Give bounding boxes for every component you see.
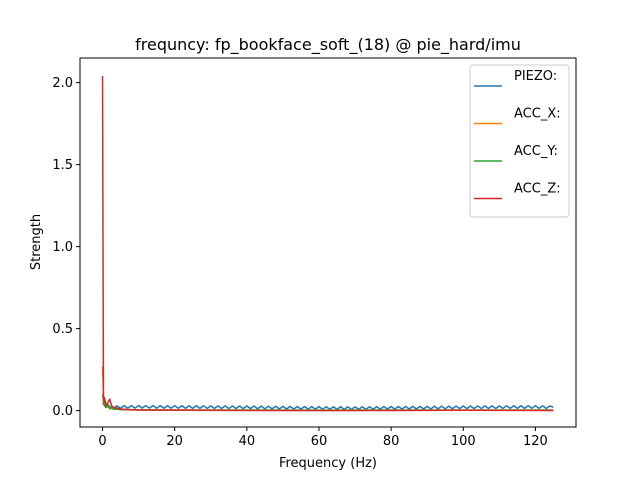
y-tick-label: 0.5 bbox=[52, 322, 73, 337]
legend-item: PIEZO: bbox=[474, 69, 557, 87]
x-tick-label: 20 bbox=[166, 434, 183, 449]
legend-label: PIEZO: bbox=[514, 69, 557, 84]
legend-item: ACC_Y: bbox=[474, 144, 558, 162]
y-axis-label: Strength bbox=[29, 214, 44, 270]
y-tick-label: 0.0 bbox=[52, 404, 73, 419]
series-line-piezo bbox=[101, 402, 554, 411]
x-tick-label: 80 bbox=[383, 434, 400, 449]
y-tick-label: 2.0 bbox=[52, 76, 73, 91]
series-lines bbox=[101, 76, 554, 412]
x-tick-label: 100 bbox=[451, 434, 476, 449]
legend-label: ACC_Y: bbox=[514, 144, 558, 159]
axes-frame bbox=[79, 57, 577, 428]
y-axis-ticks: 0.0 0.5 1.0 1.5 2.0 bbox=[52, 76, 80, 419]
x-tick-label: 0 bbox=[98, 434, 106, 449]
legend-box bbox=[469, 64, 570, 218]
y-tick-label: 1.0 bbox=[52, 240, 73, 255]
legend-item: ACC_X: bbox=[474, 107, 561, 125]
legend-label: ACC_Z: bbox=[514, 182, 561, 197]
x-tick-label: 60 bbox=[311, 434, 328, 449]
y-tick-label: 1.5 bbox=[52, 158, 73, 173]
x-tick-label: 40 bbox=[239, 434, 256, 449]
x-axis-label: Frequency (Hz) bbox=[279, 456, 377, 471]
legend-item: ACC_Z: bbox=[474, 182, 561, 200]
legend-label: ACC_X: bbox=[514, 107, 561, 122]
series-line-acc-z bbox=[101, 76, 554, 412]
legend: PIEZO: ACC_X: ACC_Y: ACC_Z: bbox=[469, 64, 570, 218]
x-axis-ticks: 0 20 40 60 80 100 120 bbox=[98, 427, 548, 449]
x-tick-label: 120 bbox=[523, 434, 548, 449]
chart-title: frequncy: fp_bookface_soft_(18) @ pie_ha… bbox=[135, 35, 521, 55]
